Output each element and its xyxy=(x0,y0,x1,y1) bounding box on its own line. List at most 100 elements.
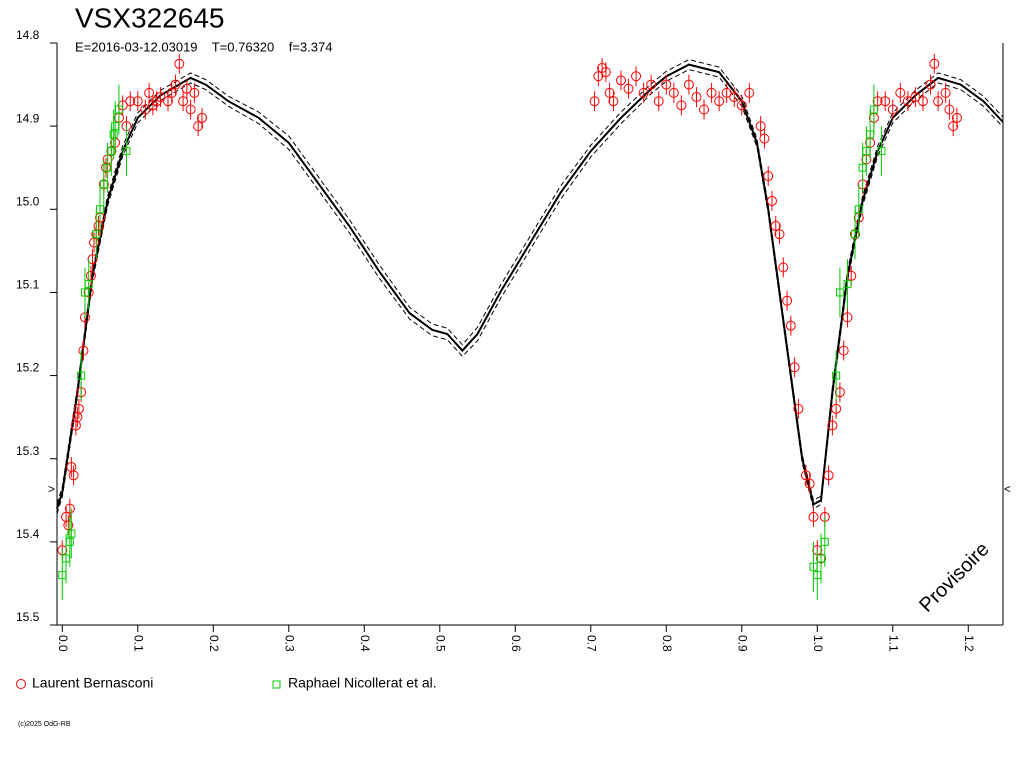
data-point xyxy=(842,312,853,323)
data-point xyxy=(925,79,936,90)
data-point xyxy=(940,87,951,98)
data-point xyxy=(70,420,81,431)
data-point xyxy=(835,288,844,297)
model-line xyxy=(56,63,1004,509)
data-point xyxy=(64,503,75,514)
data-point xyxy=(854,205,863,214)
model-line xyxy=(56,69,1004,514)
copyright: (c)2025 OdG-RB xyxy=(18,721,71,728)
data-point xyxy=(729,92,740,103)
data-point xyxy=(759,133,770,144)
data-point xyxy=(668,87,679,98)
data-point xyxy=(793,403,804,414)
data-point xyxy=(869,105,878,114)
data-point xyxy=(84,280,93,289)
data-point xyxy=(910,92,921,103)
data-point xyxy=(933,96,944,107)
data-point xyxy=(638,87,649,98)
legend-marker xyxy=(16,679,26,689)
y-tick-label: 15.0 xyxy=(16,194,40,208)
chart-subtitle: E=2016-03-12.03019 T=0.76320 f=3.374 xyxy=(75,39,332,54)
data-point xyxy=(101,162,112,173)
x-tick-label: 0.0 xyxy=(56,635,70,652)
chart-title: VSX322645 xyxy=(75,2,224,33)
y-tick-label: 15.2 xyxy=(16,361,40,375)
x-tick-label: 1.0 xyxy=(811,635,825,652)
y-tick-label: 15.1 xyxy=(16,278,40,292)
data-point xyxy=(166,87,177,98)
data-point xyxy=(808,511,819,522)
data-point xyxy=(714,96,725,107)
data-point xyxy=(948,121,959,132)
x-tick-label: 0.2 xyxy=(207,635,221,652)
legend-label: Raphael Nicollerat et al. xyxy=(288,675,437,691)
data-point xyxy=(65,537,74,546)
data-point xyxy=(736,100,747,111)
data-point xyxy=(706,87,717,98)
data-point xyxy=(72,412,83,423)
data-point xyxy=(646,79,657,90)
y-tick-label: 14.8 xyxy=(16,28,40,42)
data-point xyxy=(189,87,200,98)
data-point xyxy=(144,87,155,98)
x-tick-label: 0.4 xyxy=(358,635,372,652)
data-point xyxy=(140,104,151,115)
data-point xyxy=(763,171,774,182)
data-point xyxy=(174,58,185,69)
data-point xyxy=(699,104,710,115)
legend-marker xyxy=(272,680,281,689)
data-point xyxy=(87,254,98,265)
data-point xyxy=(782,295,793,306)
data-point xyxy=(593,71,604,82)
data-point xyxy=(589,96,600,107)
data-point xyxy=(785,320,796,331)
data-point xyxy=(623,83,634,94)
data-point xyxy=(67,529,76,538)
y-tick-label: 15.3 xyxy=(16,444,40,458)
data-point xyxy=(766,195,777,206)
x-tick-label: 0.5 xyxy=(434,635,448,652)
data-point xyxy=(185,104,196,115)
data-point xyxy=(755,121,766,132)
data-point xyxy=(721,87,732,98)
data-point xyxy=(880,96,891,107)
y-tick-label: 15.5 xyxy=(16,610,40,624)
left-marker: > xyxy=(48,482,55,496)
data-point xyxy=(895,87,906,98)
x-tick-label: 0.1 xyxy=(132,635,146,652)
x-tick-label: 0.6 xyxy=(509,635,523,652)
data-point xyxy=(600,67,611,78)
data-point xyxy=(170,79,181,90)
x-tick-label: 0.3 xyxy=(283,635,297,652)
data-point xyxy=(877,147,886,156)
data-point xyxy=(800,470,811,481)
data-point xyxy=(178,96,189,107)
data-point xyxy=(691,92,702,103)
data-point xyxy=(744,87,755,98)
data-point xyxy=(831,403,842,414)
y-tick-label: 15.4 xyxy=(16,527,40,541)
data-point xyxy=(631,71,642,82)
data-point xyxy=(676,100,687,111)
data-point xyxy=(78,345,89,356)
data-point xyxy=(608,96,619,107)
data-point xyxy=(887,104,898,115)
x-tick-label: 0.9 xyxy=(736,635,750,652)
data-point xyxy=(193,121,204,132)
data-point xyxy=(683,79,694,90)
data-point xyxy=(843,280,852,289)
data-point xyxy=(196,112,207,123)
data-point xyxy=(122,147,131,156)
data-point xyxy=(661,79,672,90)
data-point xyxy=(77,371,86,380)
data-point xyxy=(774,229,785,240)
data-point xyxy=(615,75,626,86)
data-point xyxy=(132,96,143,107)
data-point xyxy=(838,345,849,356)
legend-label: Laurent Bernasconi xyxy=(32,675,153,691)
data-point xyxy=(823,470,834,481)
data-point xyxy=(125,96,136,107)
data-point xyxy=(944,104,955,115)
